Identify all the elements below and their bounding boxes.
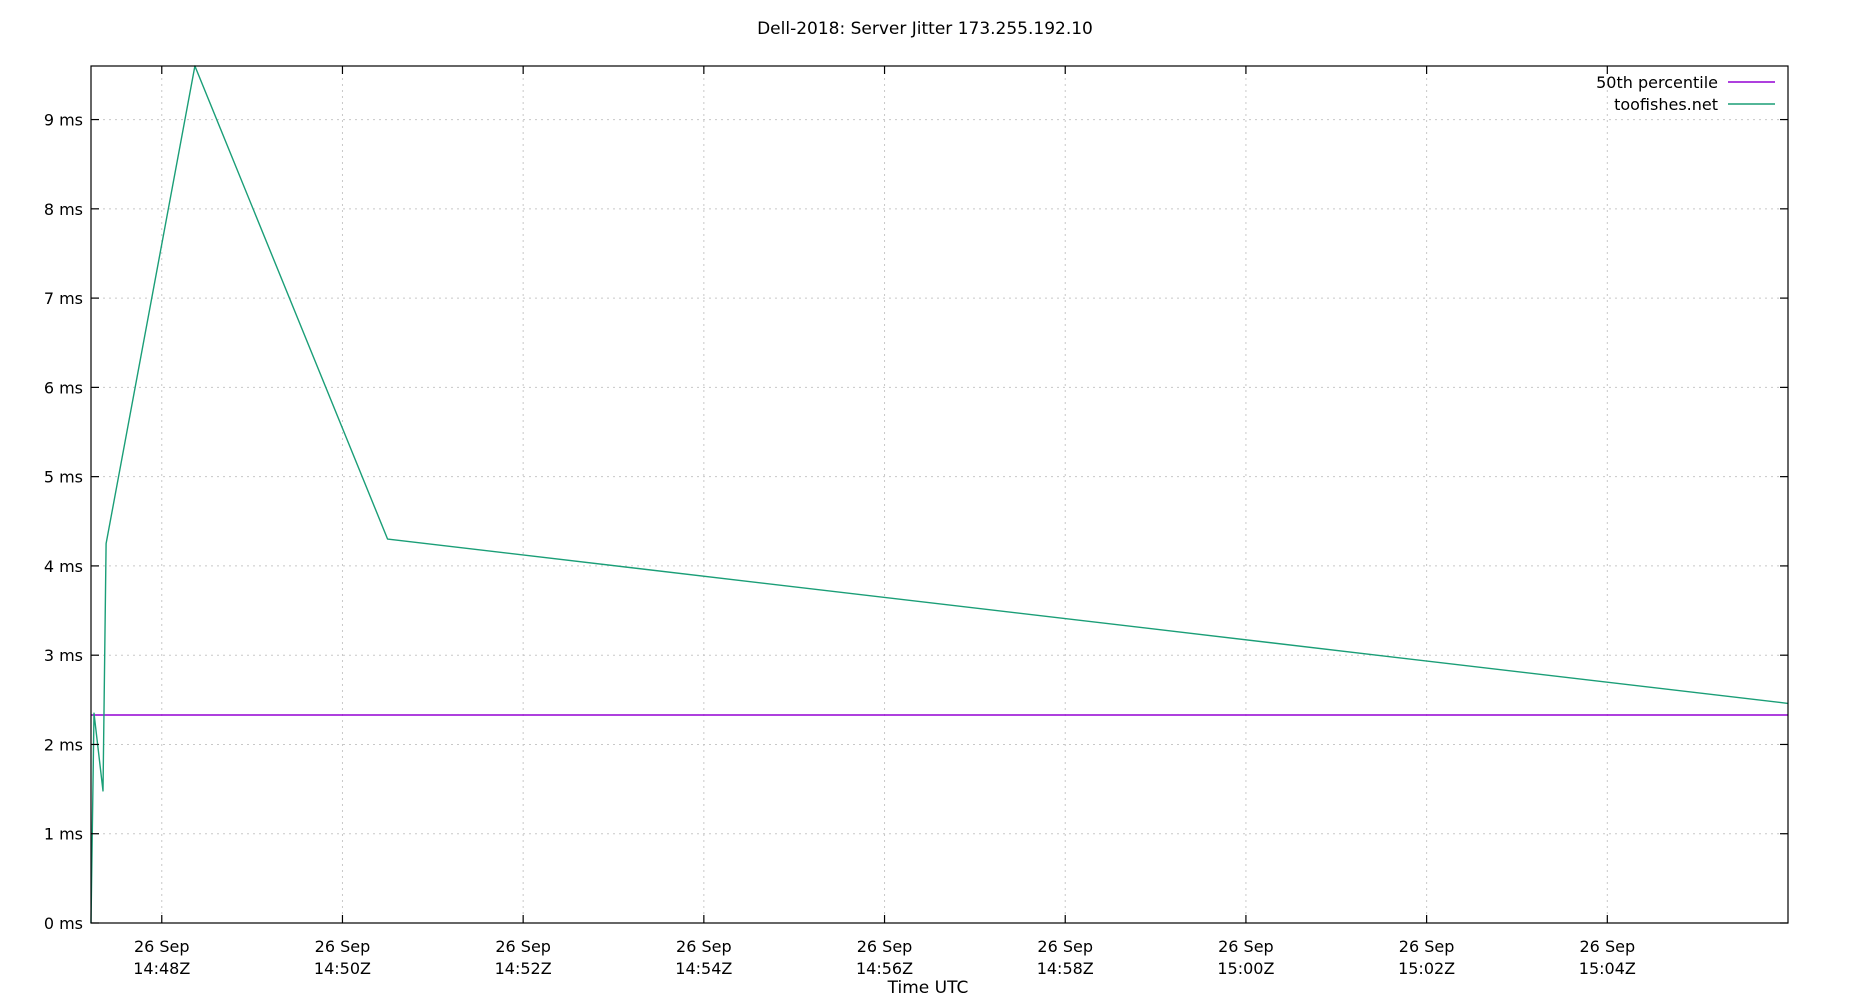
x-tick-label-date: 26 Sep: [495, 937, 551, 956]
x-tick-label-time: 15:04Z: [1579, 959, 1636, 978]
x-tick-label-date: 26 Sep: [1218, 937, 1274, 956]
x-tick-label-date: 26 Sep: [1037, 937, 1093, 956]
chart-title: Dell-2018: Server Jitter 173.255.192.10: [757, 19, 1093, 39]
y-tick-label: 9 ms: [44, 111, 83, 130]
x-tick-label-time: 14:58Z: [1037, 959, 1094, 978]
x-tick-label-date: 26 Sep: [1399, 937, 1455, 956]
x-tick-label-date: 26 Sep: [1580, 937, 1636, 956]
y-tick-label: 4 ms: [44, 557, 83, 576]
y-tick-label: 3 ms: [44, 646, 83, 665]
x-tick-label-time: 14:50Z: [314, 959, 371, 978]
y-tick-label: 1 ms: [44, 825, 83, 844]
y-tick-label: 0 ms: [44, 914, 83, 933]
series-layer: [90, 65, 1789, 924]
legend-label: toofishes.net: [1614, 95, 1718, 114]
x-tick-label-date: 26 Sep: [134, 937, 190, 956]
x-tick-label-time: 14:54Z: [675, 959, 732, 978]
x-tick-label-time: 14:56Z: [856, 959, 913, 978]
x-tick-label-time: 15:00Z: [1217, 959, 1274, 978]
x-axis-label: Time UTC: [887, 978, 969, 998]
legend-label: 50th percentile: [1596, 73, 1718, 92]
y-tick-label: 7 ms: [44, 289, 83, 308]
y-tick-label: 6 ms: [44, 378, 83, 397]
x-tick-label-time: 15:02Z: [1398, 959, 1455, 978]
y-tick-label: 5 ms: [44, 468, 83, 487]
grid: [91, 66, 1788, 923]
x-tick-label-time: 14:52Z: [495, 959, 552, 978]
y-tick-label: 8 ms: [44, 200, 83, 219]
x-tick-label-date: 26 Sep: [676, 937, 732, 956]
series-line-1: [90, 65, 1789, 924]
x-tick-label-date: 26 Sep: [315, 937, 371, 956]
legend: 50th percentile toofishes.net: [1596, 73, 1775, 114]
plot-frame: [90, 65, 1789, 924]
x-tick-label-date: 26 Sep: [857, 937, 913, 956]
y-tick-label: 2 ms: [44, 735, 83, 754]
x-axis: 26 Sep 14:48Z 26 Sep 14:50Z 26 Sep 14:52Z 26 S…: [133, 66, 1636, 978]
y-axis: 0 ms 1 ms 2 ms 3 ms 4 ms 5 ms 6 ms 7 ms 8 ms 9 ms: [44, 111, 1788, 933]
x-tick-label-time: 14:48Z: [133, 959, 190, 978]
